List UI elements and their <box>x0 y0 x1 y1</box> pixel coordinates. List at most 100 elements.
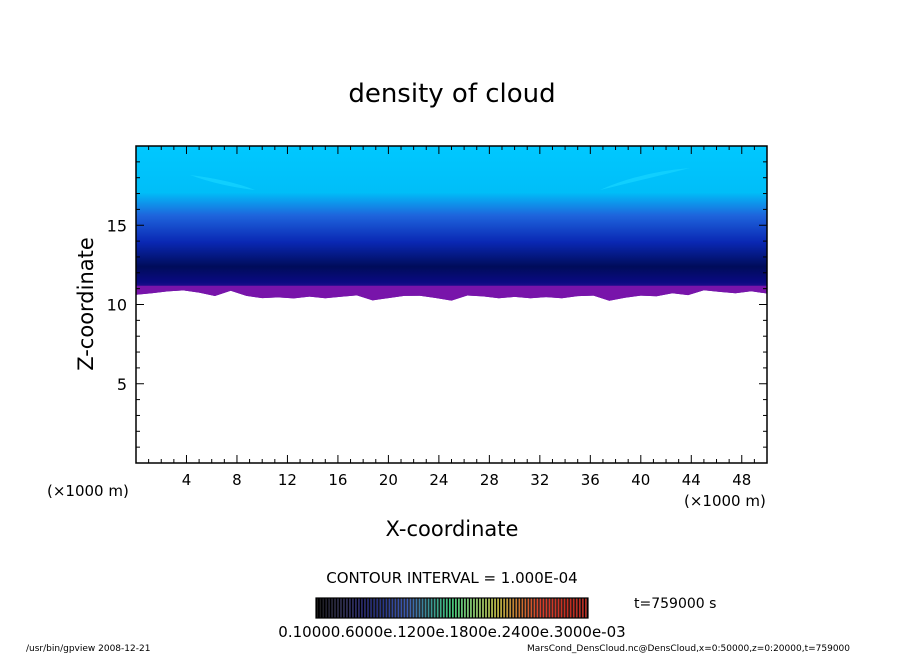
colorbar-stripe <box>533 598 536 618</box>
colorbar-separator <box>547 598 549 618</box>
colorbar-stripe <box>442 598 445 618</box>
colorbar-stripe <box>509 598 512 618</box>
colorbar-separator <box>520 598 522 618</box>
colorbar-separator <box>432 598 434 618</box>
footer-right: MarsCond_DensCloud.nc@DensCloud,x=0:5000… <box>527 644 850 654</box>
cloud-streak <box>600 168 690 190</box>
colorbar-separator <box>326 598 329 618</box>
colorbar-stripe <box>328 598 330 618</box>
colorbar-stripe <box>343 598 345 618</box>
colorbar-stripe <box>491 598 493 618</box>
colorbar-separator <box>323 598 326 618</box>
colorbar-separator <box>459 598 462 618</box>
colorbar-stripe <box>482 598 484 618</box>
colorbar-separator <box>426 598 428 618</box>
x-unit-label-right: (×1000 m) <box>684 492 766 510</box>
x-tick-label: 40 <box>631 471 650 489</box>
colorbar-stripe <box>464 598 466 618</box>
colorbar-separator <box>408 598 410 618</box>
colorbar-stripe <box>467 598 469 618</box>
colorbar-separator <box>332 598 335 618</box>
colorbar-stripe <box>569 598 572 618</box>
colorbar-separator <box>462 598 465 618</box>
colorbar-separator <box>586 598 588 618</box>
colorbar-separator <box>344 598 347 618</box>
colorbar-stripe <box>578 598 581 618</box>
colorbar-separator <box>544 598 546 618</box>
colorbar-separator <box>335 598 338 618</box>
colorbar-separator <box>562 598 564 618</box>
x-tick-label: 24 <box>429 471 448 489</box>
colorbar-separator <box>438 598 440 618</box>
colorbar-separator <box>356 598 359 618</box>
colorbar-stripe <box>367 598 370 618</box>
colorbar-stripe <box>452 598 454 618</box>
colorbar-stripe <box>415 598 418 618</box>
colorbar-stripe <box>512 598 515 618</box>
colorbar-separator <box>353 598 356 618</box>
colorbar-separator <box>480 598 483 618</box>
cloud-streak <box>190 175 255 190</box>
colorbar-separator <box>399 598 401 618</box>
colorbar-separator <box>559 598 561 618</box>
colorbar-separator <box>393 598 395 618</box>
colorbar-stripe <box>545 598 548 618</box>
colorbar-separator <box>486 598 489 618</box>
x-tick-label: 36 <box>581 471 600 489</box>
x-tick-label: 44 <box>682 471 701 489</box>
x-tick-label: 8 <box>232 471 242 489</box>
colorbar-stripe <box>373 598 376 618</box>
colorbar-stripe <box>572 598 575 618</box>
colorbar-stripe <box>385 598 388 618</box>
colorbar-stripe <box>322 598 324 618</box>
colorbar-separator <box>550 598 552 618</box>
colorbar-separator <box>420 598 422 618</box>
footer-left: /usr/bin/gpview 2008-12-21 <box>26 644 150 654</box>
colorbar-separator <box>583 598 585 618</box>
colorbar-separator <box>390 598 392 618</box>
y-tick-label: 5 <box>117 375 127 394</box>
colorbar-separator <box>495 598 498 618</box>
colorbar-separator <box>468 598 471 618</box>
y-axis-label: Z-coordinate <box>74 237 98 371</box>
colorbar-stripe <box>488 598 490 618</box>
colorbar-separator <box>465 598 468 618</box>
colorbar-stripe <box>403 598 406 618</box>
colorbar-separator <box>514 598 516 618</box>
colorbar-stripe <box>316 598 318 618</box>
colorbar-stripe <box>485 598 487 618</box>
colorbar-separator <box>529 598 531 618</box>
colorbar-separator <box>320 598 323 618</box>
colorbar-stripe <box>461 598 463 618</box>
colorbar-separator <box>441 598 443 618</box>
colorbar-stripe <box>536 598 539 618</box>
colorbar-stripe <box>436 598 439 618</box>
colorbar-separator <box>338 598 341 618</box>
colorbar-separator <box>526 598 528 618</box>
colorbar-separator <box>489 598 492 618</box>
colorbar-separator <box>523 598 525 618</box>
colorbar-separator <box>571 598 573 618</box>
colorbar-stripe <box>581 598 584 618</box>
colorbar-stripe <box>506 598 509 618</box>
colorbar-stripe <box>575 598 578 618</box>
colorbar-stripe <box>548 598 551 618</box>
colorbar-separator <box>435 598 437 618</box>
colorbar-stripe <box>388 598 391 618</box>
colorbar-stripe <box>439 598 442 618</box>
colorbar-separator <box>317 598 320 618</box>
colorbar-separator <box>483 598 486 618</box>
colorbar-separator <box>508 598 510 618</box>
colorbar-separator <box>417 598 419 618</box>
colorbar-stripe <box>382 598 385 618</box>
time-label: t=759000 s <box>634 596 716 612</box>
colorbar-separator <box>474 598 477 618</box>
colorbar-separator <box>447 598 449 618</box>
colorbar-stripe <box>352 598 354 618</box>
colorbar-stripe <box>448 598 451 618</box>
colorbar-stripe <box>500 598 503 618</box>
colorbar-labels: 0.10000.6000e.1200e.1800e.2400e.3000e-03 <box>278 623 625 641</box>
colorbar-separator <box>456 598 459 618</box>
colorbar-stripe <box>325 598 327 618</box>
colorbar-separator <box>387 598 389 618</box>
